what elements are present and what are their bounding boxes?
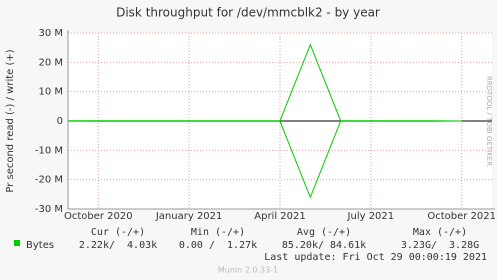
legend-column-header: Min (-/+): [191, 227, 245, 238]
x-tick-label: October 2021: [427, 211, 496, 222]
legend-column-header: Cur (-/+): [91, 227, 145, 238]
footer: Munin 2.0.33-1: [218, 266, 278, 275]
x-tick-label: October 2020: [64, 211, 133, 222]
legend-swatch: [14, 240, 20, 246]
legend-column-header: Avg (-/+): [297, 227, 351, 238]
legend-cell: 3.23G/ 3.28G: [401, 240, 479, 251]
x-tick-label: January 2021: [155, 211, 223, 222]
y-tick-label: 10 M: [38, 87, 63, 98]
chart-title: Disk throughput for /dev/mmcblk2 - by ye…: [116, 6, 380, 20]
legend-label: Bytes: [26, 240, 54, 251]
legend-cell: 85.20k/ 84.61k: [282, 240, 366, 251]
y-axis-label: Pr second read (-) / write (+): [5, 49, 16, 192]
legend-cell: 2.22k/ 4.03k: [79, 240, 157, 251]
x-tick-label: April 2021: [254, 211, 305, 222]
y-tick-label: -10 M: [35, 145, 63, 156]
y-tick-label: 0: [57, 116, 63, 127]
y-tick-label: -20 M: [35, 175, 63, 186]
y-tick-label: 30 M: [38, 28, 63, 39]
legend-cell: 0.00 / 1.27k: [179, 240, 257, 251]
legend-column-header: Max (-/+): [413, 227, 467, 238]
series-line: [68, 43, 462, 122]
y-tick-label: -30 M: [35, 204, 63, 215]
y-tick-label: 20 M: [38, 57, 63, 68]
last-update: Last update: Fri Oct 29 00:00:19 2021: [264, 252, 487, 263]
x-tick-label: July 2021: [347, 211, 395, 222]
